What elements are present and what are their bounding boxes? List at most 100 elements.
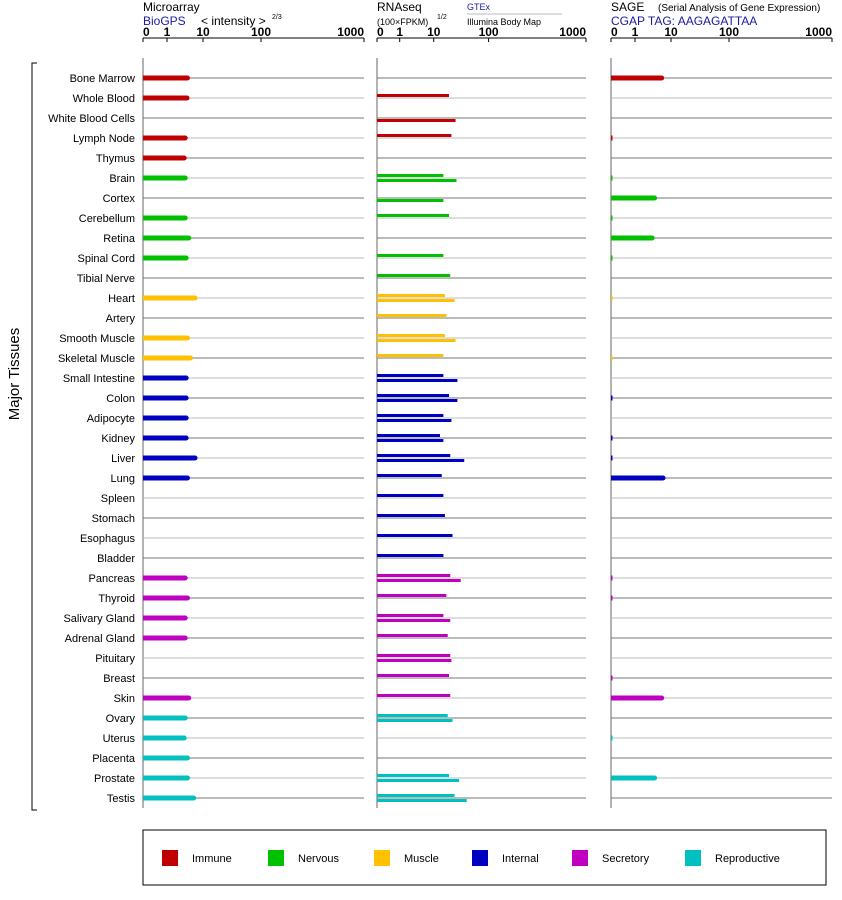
tissue-label: Kidney [101, 433, 135, 445]
bar-cap [184, 475, 190, 481]
bar-cap [183, 435, 189, 441]
bar-microarray-18-0 [143, 435, 187, 441]
bar-rnaseq-11-1 [377, 299, 455, 302]
bar-rnaseq-25-1 [377, 579, 461, 582]
bar-sage-20-0 [611, 475, 664, 481]
bar-microarray-36-0 [143, 795, 194, 801]
tissue-label: Tibial Nerve [77, 273, 135, 285]
bar-rnaseq-15-1 [377, 379, 458, 382]
tissue-label: Colon [106, 393, 135, 405]
x-tick-label: 100 [479, 25, 499, 39]
bar-cap [186, 235, 192, 241]
x-tick-label: 0 [377, 25, 384, 39]
bar-cap [184, 595, 190, 601]
bar-rnaseq-21-0 [377, 494, 444, 497]
bar-sage-30-0 [611, 675, 613, 681]
bar-rnaseq-12-0 [377, 314, 447, 317]
bar-rnaseq-17-1 [377, 419, 452, 422]
tissue-label: Placenta [92, 753, 136, 765]
bar-cap [181, 155, 187, 161]
bar-rnaseq-24-0 [377, 554, 444, 557]
bar-cap [660, 475, 666, 481]
bar-microarray-11-0 [143, 295, 196, 301]
bar-rnaseq-29-0 [377, 654, 451, 657]
bar-microarray-3-0 [143, 135, 186, 141]
bar-rnaseq-30-0 [377, 674, 450, 677]
tissue-label: Breast [103, 673, 135, 685]
bar-rnaseq-35-0 [377, 774, 450, 777]
bar-microarray-26-0 [143, 595, 188, 601]
bar-sage-19-0 [611, 455, 613, 461]
bar-cap [182, 715, 188, 721]
bar-rnaseq-6-1 [377, 199, 444, 202]
bar-microarray-16-0 [143, 395, 187, 401]
bar-rnaseq-16-0 [377, 394, 450, 397]
x-tick-label: 1 [632, 25, 639, 39]
bar-microarray-34-0 [143, 755, 188, 761]
bar-cap [181, 735, 187, 741]
tissue-label: Brain [109, 173, 135, 185]
legend-label-muscle: Muscle [404, 853, 439, 865]
bar-microarray-27-0 [143, 615, 186, 621]
bar-microarray-7-0 [143, 215, 186, 221]
tissue-label: Stomach [92, 513, 135, 525]
legend-label-immune: Immune [192, 853, 232, 865]
bar-microarray-13-0 [143, 335, 188, 341]
tissue-label: Adipocyte [87, 413, 135, 425]
bar-sage-18-0 [611, 435, 613, 441]
x-tick-label: 10 [664, 25, 678, 39]
x-tick-label: 1000 [559, 25, 586, 39]
y-axis-title: Major Tissues [6, 328, 23, 421]
bar-rnaseq-29-1 [377, 659, 452, 662]
bar-sage-11-0 [611, 295, 613, 301]
tissue-label: Adrenal Gland [65, 633, 135, 645]
bar-cap [188, 355, 194, 361]
bar-rnaseq-7-0 [377, 214, 450, 217]
bar-microarray-17-0 [143, 415, 187, 421]
legend-swatch-muscle [374, 850, 390, 866]
x-tick-label: 0 [611, 25, 618, 39]
legend-swatch-immune [162, 850, 178, 866]
panel-subtitle: CGAP TAG: AAGAGATTAA [611, 14, 757, 28]
tissue-label: Salivary Gland [63, 613, 135, 625]
bar-sage-33-0 [611, 735, 613, 741]
tissue-label: Pancreas [89, 573, 136, 585]
bar-cap [649, 235, 655, 241]
x-tick-label: 100 [251, 25, 271, 39]
bar-microarray-0-0 [143, 75, 188, 81]
bar-cap [184, 335, 190, 341]
legend: Immune Nervous Muscle Internal Secretory Repr… [142, 829, 827, 886]
bar-cap [184, 775, 190, 781]
bar-rnaseq-25-0 [377, 574, 451, 577]
bar-rnaseq-14-0 [377, 354, 444, 357]
panel-note: < intensity > [201, 14, 266, 28]
tissue-label: Lymph Node [73, 133, 135, 145]
x-tick-label: 0 [143, 25, 150, 39]
bar-cap [191, 795, 197, 801]
panel-note-power: 2/3 [272, 14, 282, 21]
bar-microarray-1-0 [143, 95, 188, 101]
bar-rnaseq-32-1 [377, 719, 453, 722]
bar-cap [182, 175, 188, 181]
tissue-label: Lung [111, 473, 135, 485]
bar-cap [184, 95, 190, 101]
bar-cap [184, 75, 190, 81]
bar-sage-5-0 [611, 175, 613, 181]
bar-microarray-33-0 [143, 735, 185, 741]
bar-sage-8-0 [611, 235, 653, 241]
bar-microarray-25-0 [143, 575, 186, 581]
bar-rnaseq-3-0 [377, 134, 452, 137]
bar-cap [186, 695, 192, 701]
legend-label-internal: Internal [502, 853, 539, 865]
legend-swatch-nervous [268, 850, 284, 866]
series-label-top: GTEx [467, 2, 491, 12]
bar-rnaseq-36-0 [377, 794, 455, 797]
legend-label-secretory: Secretory [602, 853, 650, 865]
bar-microarray-15-0 [143, 375, 187, 381]
bar-cap [184, 755, 190, 761]
tissue-label: Bone Marrow [70, 73, 135, 85]
bar-microarray-31-0 [143, 695, 189, 701]
panel-note: (100×FPKM) [377, 17, 428, 27]
x-tick-label: 1 [164, 25, 171, 39]
panel-note-power: 1/2 [437, 14, 447, 21]
